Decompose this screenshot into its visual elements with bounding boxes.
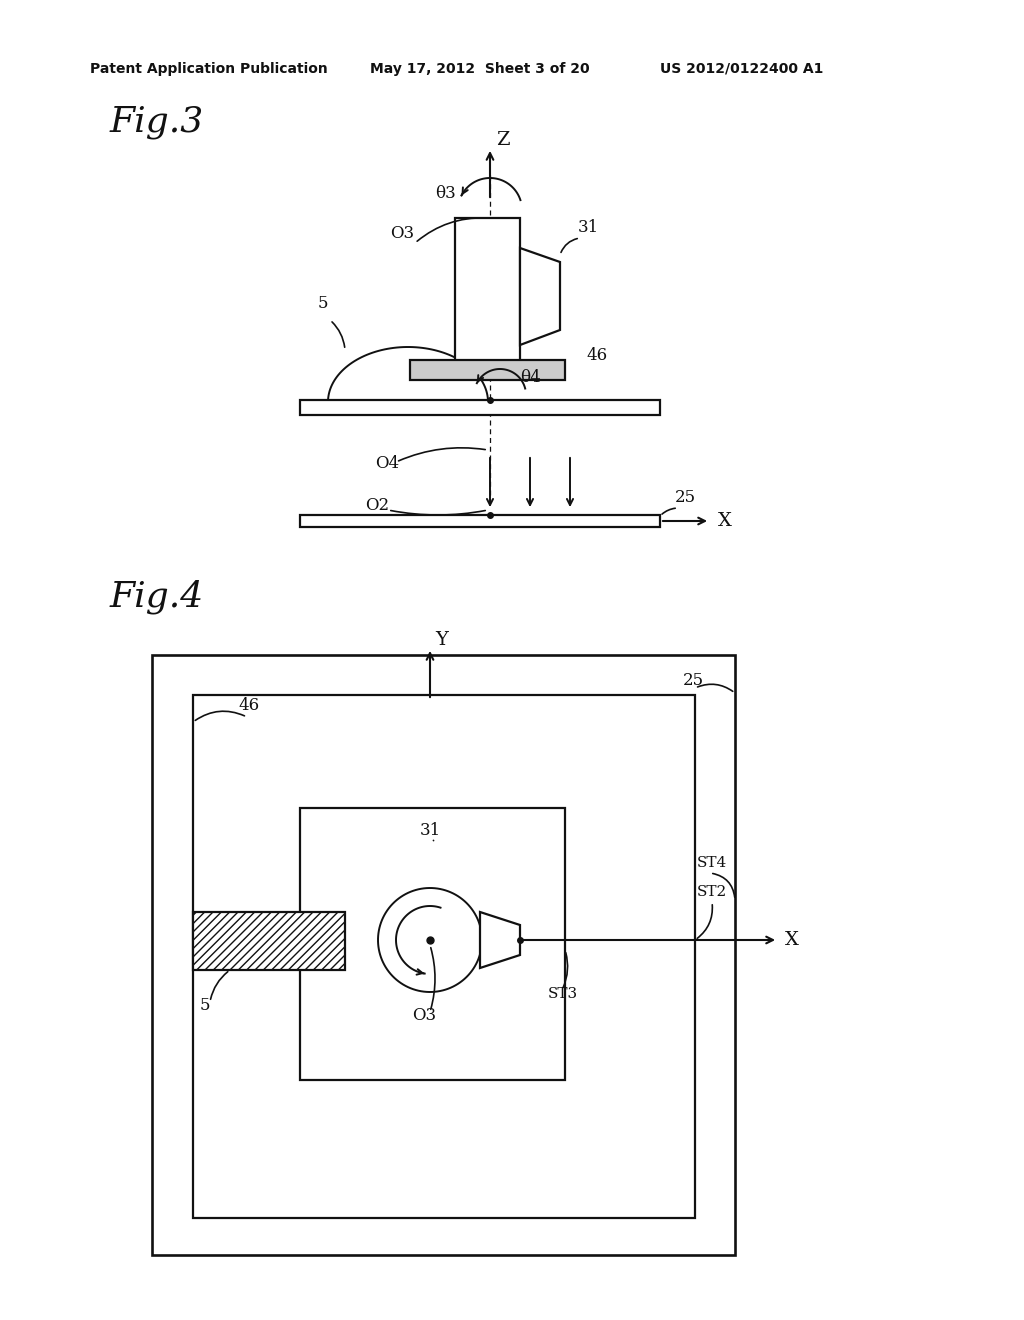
Bar [152, 655, 735, 1255]
Bar [455, 218, 520, 366]
Text: 25: 25 [683, 672, 705, 689]
Text: θ4: θ4 [520, 370, 541, 385]
Bar [193, 912, 345, 970]
Bar [300, 400, 660, 414]
Text: Y: Y [435, 631, 447, 649]
Text: 5: 5 [318, 294, 329, 312]
Text: X: X [718, 512, 732, 531]
Text: O3: O3 [390, 224, 414, 242]
Polygon shape [520, 248, 560, 345]
Text: ST2: ST2 [697, 884, 727, 899]
Bar [410, 360, 565, 380]
Text: 46: 46 [238, 697, 259, 714]
Polygon shape [480, 912, 520, 968]
Text: θ3: θ3 [435, 185, 456, 202]
Bar [193, 696, 695, 1218]
Text: ST3: ST3 [548, 987, 579, 1001]
Text: 5: 5 [200, 997, 211, 1014]
Text: May 17, 2012  Sheet 3 of 20: May 17, 2012 Sheet 3 of 20 [370, 62, 590, 77]
Text: O4: O4 [375, 455, 399, 473]
Text: ST4: ST4 [697, 855, 727, 870]
Text: O2: O2 [365, 498, 389, 513]
Bar [300, 515, 660, 527]
Text: X: X [785, 931, 799, 949]
Text: 31: 31 [420, 822, 441, 840]
Text: Z: Z [496, 131, 510, 149]
Text: 46: 46 [586, 347, 607, 364]
Text: Fig.4: Fig.4 [110, 579, 204, 615]
Text: 25: 25 [675, 488, 696, 506]
Text: O3: O3 [412, 1007, 436, 1024]
Text: Patent Application Publication: Patent Application Publication [90, 62, 328, 77]
Text: US 2012/0122400 A1: US 2012/0122400 A1 [660, 62, 823, 77]
Bar [300, 808, 565, 1080]
Text: Fig.3: Fig.3 [110, 106, 204, 139]
Text: 31: 31 [578, 219, 599, 236]
